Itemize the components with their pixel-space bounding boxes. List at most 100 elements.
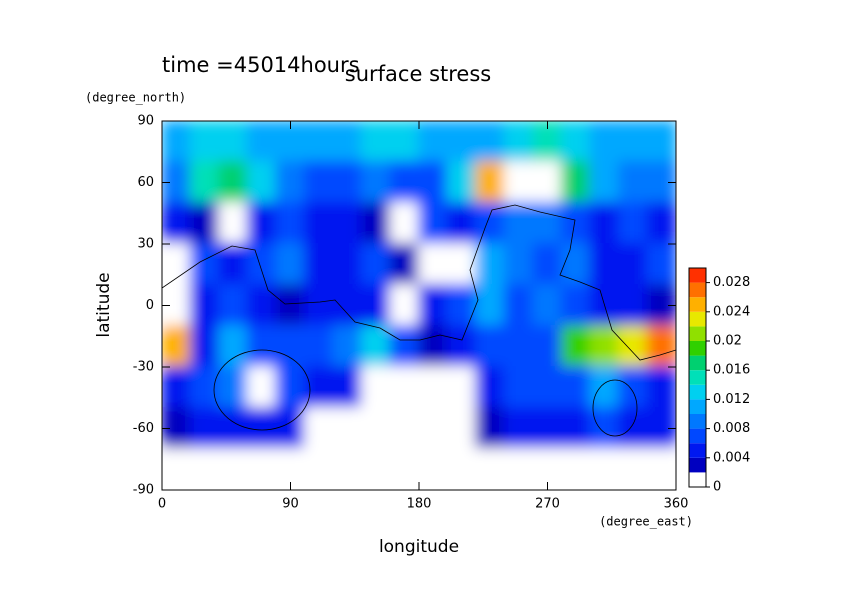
y-unit: (degree_north) (85, 91, 186, 105)
contour-cell (218, 366, 249, 409)
contour-cell (360, 407, 392, 450)
contour-cell (646, 366, 676, 409)
contour-cell (275, 366, 306, 409)
contour-cell (475, 325, 506, 368)
contour-cell (503, 325, 535, 368)
colorbar-swatch (689, 428, 706, 444)
contour-cell (389, 325, 420, 368)
contour-cell (446, 284, 478, 327)
colorbar-swatch (689, 341, 706, 356)
contour-cell (218, 243, 249, 286)
contour-cell (162, 325, 192, 368)
colorbar-frame (688, 267, 707, 488)
colorbar-swatch (689, 399, 706, 414)
contour-cell (589, 161, 620, 204)
colorbar-swatch (689, 282, 706, 298)
contour-cell (560, 161, 592, 204)
contour-cell (303, 366, 335, 409)
contour-cell (360, 243, 392, 286)
contour-cell (275, 284, 306, 327)
x-tick-label: 270 (535, 497, 560, 512)
contour-cell (389, 161, 420, 204)
contour-cell (162, 121, 192, 163)
colorbar-tick-label: 0.004 (713, 450, 750, 465)
contour-cell (189, 202, 221, 245)
coastline (592, 379, 638, 437)
contour-cell (418, 407, 449, 450)
contour-cell (360, 366, 392, 409)
colorbar-tick-label: 0 (713, 480, 721, 495)
contour-cell (332, 366, 363, 409)
x-tick-label: 180 (407, 497, 432, 512)
x-tick-label: 90 (282, 497, 299, 512)
contour-cell (589, 121, 620, 163)
colorbar-swatch (689, 370, 706, 385)
y-tick-label: -90 (133, 483, 154, 498)
colorbar-swatch (689, 355, 706, 371)
contour-cell (617, 284, 649, 327)
contour-cell (418, 325, 449, 368)
contour-cell (503, 121, 535, 163)
contour-cell (332, 325, 363, 368)
contour-cell (218, 161, 249, 204)
contour-cell (275, 325, 306, 368)
contour-cell (332, 161, 363, 204)
contour-cell (303, 284, 335, 327)
contour-cell (189, 161, 221, 204)
contour-cell (503, 448, 535, 490)
colorbar-tick-label: 0.028 (713, 275, 750, 290)
contour-cell (418, 161, 449, 204)
contour-cell (646, 448, 676, 490)
x-tick-label: 360 (664, 497, 689, 512)
contour-cell (303, 448, 335, 490)
contour-cell (446, 366, 478, 409)
contour-cell (246, 121, 278, 163)
chart-title: surface stress (345, 62, 491, 86)
contour-cell (303, 325, 335, 368)
contour-cell (332, 243, 363, 286)
contour-cell (303, 407, 335, 450)
contour-cell (560, 407, 592, 450)
contour-cell (560, 284, 592, 327)
contour-cell (532, 161, 563, 204)
contour-cell (218, 325, 249, 368)
contour-cell (646, 243, 676, 286)
contour-cell (360, 202, 392, 245)
axes: 0 90 180 270 360 -90 -60 -30 0 30 60 90 (133, 114, 689, 512)
contour-cell (560, 325, 592, 368)
contour-cell (332, 448, 363, 490)
contour-cell (389, 407, 420, 450)
contour-cell (560, 448, 592, 490)
contour-cell (589, 366, 620, 409)
contour-cell (418, 284, 449, 327)
contour-cell (475, 407, 506, 450)
contour-cell (218, 284, 249, 327)
coastline (213, 349, 311, 431)
colorbar-swatch (689, 384, 706, 400)
contour-cell (162, 448, 192, 490)
colorbar-swatch (689, 326, 706, 341)
contour-cell (275, 202, 306, 245)
contour-cell (162, 243, 192, 286)
contour-cell (646, 202, 676, 245)
colorbar-tick-label: 0.024 (713, 304, 750, 319)
contour-cell (446, 121, 478, 163)
colorbar-swatch (689, 414, 706, 429)
contour-cell (589, 448, 620, 490)
contour-cell (332, 284, 363, 327)
contour-cell (617, 366, 649, 409)
contour-cell (275, 243, 306, 286)
contour-cell (475, 366, 506, 409)
contour-cell (617, 121, 649, 163)
contour-cell (218, 448, 249, 490)
contour-cell (418, 448, 449, 490)
contour-cell (189, 325, 221, 368)
colorbar-swatch (689, 297, 706, 312)
contour-cell (246, 161, 278, 204)
contour-cell (418, 366, 449, 409)
contour-cell (532, 284, 563, 327)
colorbar-swatch (689, 472, 706, 487)
x-axis-label: longitude (379, 537, 459, 557)
contour-cell (189, 366, 221, 409)
